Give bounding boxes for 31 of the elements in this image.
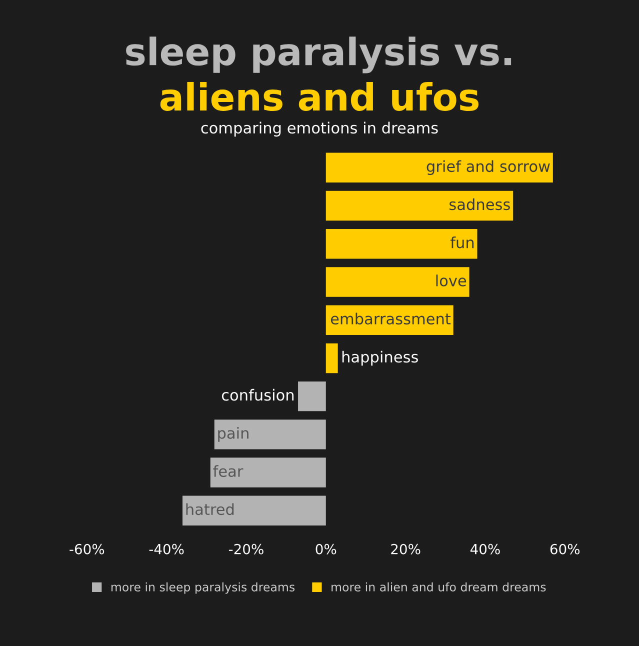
bar	[326, 152, 553, 182]
chart-subtitle: comparing emotions in dreams	[201, 122, 438, 137]
x-tick-label: -40%	[149, 544, 184, 554]
chart-title: sleep paralysis vs. aliens and ufos	[126, 36, 512, 112]
y-tick-label: grief and sorrow	[426, 160, 550, 176]
bar	[298, 381, 326, 412]
bar	[214, 420, 326, 450]
y-tick-label: pain	[218, 427, 248, 442]
bar	[210, 458, 326, 488]
legend-label: more in sleep paralysis dreams	[111, 582, 295, 594]
legend-label: more in alien and ufo dream dreams	[332, 582, 546, 592]
x-tick-label: 0%	[316, 544, 336, 554]
bar	[326, 305, 454, 335]
y-tick-label: fear	[213, 465, 244, 477]
bar	[182, 496, 326, 526]
x-tick-label: 40%	[470, 544, 500, 554]
y-tick-label: confusion	[222, 388, 294, 401]
x-tick-label: -20%	[228, 544, 264, 554]
y-tick-label: fun	[450, 236, 474, 248]
y-tick-label: embarrassment	[330, 312, 451, 325]
bar	[326, 190, 514, 221]
y-tick-label: love	[436, 274, 466, 286]
x-tick-label: -60%	[70, 544, 104, 554]
x-tick-label: 60%	[550, 544, 580, 554]
y-tick-label: happiness	[342, 350, 418, 366]
bar	[326, 343, 338, 374]
y-tick-label: sadness	[450, 198, 510, 210]
y-tick-label: hatred	[186, 503, 234, 516]
bar	[326, 267, 470, 297]
bar	[326, 229, 478, 259]
x-tick-label: 20%	[391, 544, 420, 554]
